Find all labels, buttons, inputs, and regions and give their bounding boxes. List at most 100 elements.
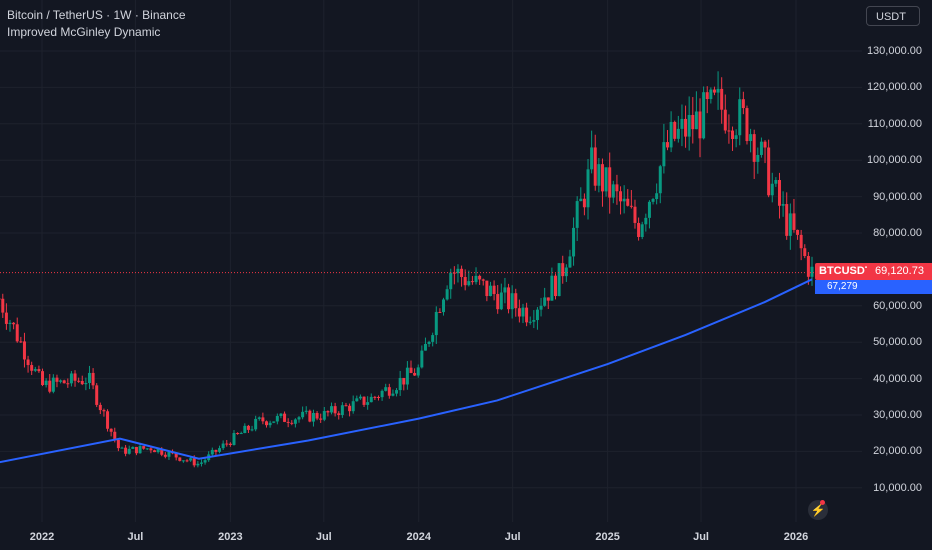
candle — [792, 213, 796, 230]
candle — [116, 439, 120, 449]
candle — [691, 114, 695, 130]
candle — [366, 402, 370, 405]
candle — [579, 198, 583, 202]
lightning-icon[interactable]: ⚡ — [808, 500, 828, 520]
candle — [214, 449, 218, 452]
candle — [507, 287, 511, 310]
candle — [745, 108, 749, 142]
candle — [199, 462, 203, 464]
candle — [600, 164, 604, 192]
candle — [539, 305, 543, 310]
candle — [330, 406, 334, 413]
candle — [731, 130, 735, 139]
candle — [33, 369, 37, 371]
candle — [517, 308, 521, 317]
candle — [510, 293, 514, 310]
candle — [467, 281, 471, 286]
price-tick-label: 10,000.00 — [873, 481, 922, 494]
candle — [124, 447, 128, 454]
candle — [463, 277, 467, 286]
candle — [420, 350, 424, 368]
candle — [236, 433, 240, 435]
candle — [322, 411, 326, 420]
candle — [196, 463, 200, 466]
candle — [582, 198, 586, 208]
candle — [239, 433, 243, 435]
candle — [651, 199, 655, 202]
candle — [131, 446, 135, 449]
candle — [810, 266, 814, 277]
candle — [185, 460, 189, 462]
candle — [662, 142, 666, 167]
candle — [803, 248, 807, 257]
candle — [633, 206, 637, 223]
candle — [153, 450, 157, 453]
candle — [655, 193, 659, 200]
candle — [120, 447, 124, 449]
candle — [55, 377, 59, 382]
time-tick-label: 2023 — [218, 531, 243, 543]
time-tick-label: Jul — [504, 531, 521, 543]
candle — [232, 433, 236, 445]
indicator-title[interactable]: Improved McGinley Dynamic — [7, 25, 161, 39]
candle — [427, 341, 431, 344]
price-tick-label: 80,000.00 — [873, 227, 922, 239]
price-tick-label: 90,000.00 — [873, 190, 922, 203]
candle — [156, 448, 160, 453]
candle — [554, 275, 558, 297]
candle — [44, 380, 48, 386]
candle — [727, 130, 731, 132]
candle — [712, 89, 716, 93]
candle — [109, 428, 113, 432]
candle — [665, 142, 669, 148]
candle — [546, 297, 550, 301]
candle — [568, 256, 572, 268]
candle — [543, 297, 547, 306]
candle — [315, 412, 319, 419]
candle — [344, 405, 348, 407]
candle — [774, 180, 778, 184]
candle — [698, 111, 702, 139]
candle — [586, 169, 590, 208]
time-tick-label: 2022 — [29, 531, 55, 543]
candle — [741, 99, 745, 109]
candle — [203, 460, 207, 463]
candle — [98, 404, 102, 411]
candle — [308, 410, 312, 422]
candle — [1, 298, 5, 313]
candle — [22, 341, 26, 360]
candle — [557, 263, 561, 297]
indicator-value-tag: 67,279 — [815, 280, 932, 294]
candle — [640, 224, 644, 237]
candle — [102, 410, 106, 412]
candle — [514, 293, 518, 309]
candle — [243, 425, 247, 434]
candle — [460, 268, 464, 278]
candle — [395, 390, 399, 394]
candle — [26, 359, 30, 366]
candle — [478, 275, 482, 280]
candle — [113, 431, 117, 440]
time-tick-label: 2024 — [406, 531, 431, 543]
candle — [770, 183, 774, 196]
candle — [438, 311, 442, 313]
candle — [95, 385, 99, 405]
mcginley-line — [0, 278, 813, 464]
candle — [358, 396, 362, 399]
currency-button[interactable]: USDT — [866, 6, 920, 26]
price-tick-label: 40,000.00 — [873, 372, 922, 385]
candle — [279, 413, 283, 416]
candle — [286, 421, 290, 423]
symbol-title[interactable]: Bitcoin / TetherUS · 1W · Binance — [7, 8, 186, 22]
candle — [398, 377, 402, 391]
candle — [781, 204, 785, 206]
candle — [749, 134, 753, 142]
candle — [525, 307, 529, 323]
price-tick-label: 60,000.00 — [873, 299, 922, 312]
candle — [767, 147, 771, 196]
candle — [380, 390, 384, 398]
candle — [705, 92, 709, 100]
candle — [409, 367, 413, 373]
price-tick-label: 20,000.00 — [873, 445, 922, 458]
